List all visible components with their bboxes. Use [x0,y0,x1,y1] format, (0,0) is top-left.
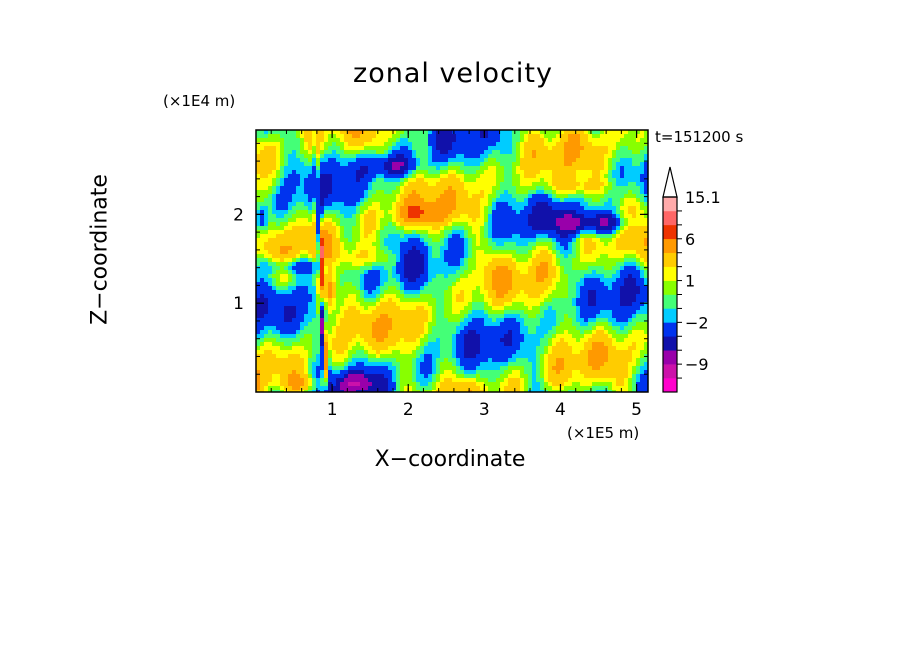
contour-field [256,130,648,392]
colorbar-tick-label: 6 [685,230,695,249]
chart-title: zonal velocity [353,58,553,89]
x-tick-label: 1 [327,400,338,420]
colorbar-segment [663,308,677,323]
colorbar-segment [663,294,677,309]
colorbar-segment [663,252,677,267]
colorbar-segment [663,210,677,226]
y-tick-label: 1 [233,294,244,314]
x-tick-label: 5 [631,400,642,420]
colorbar-segment [663,336,677,351]
y-tick-label: 2 [233,205,244,225]
colorbar-extend-arrow [662,166,678,198]
time-label: t=151200 s [655,128,744,146]
colorbar-segment [663,224,677,240]
colorbar: 15.1 6 1 −2 −9 [662,166,721,393]
colorbar-tick-label: −9 [685,355,709,374]
colorbar-segment [663,197,677,212]
colorbar-segment [663,280,677,295]
x-tick-label: 3 [479,400,490,420]
colorbar-tick-label: 15.1 [685,188,721,207]
colorbar-segment [663,350,677,365]
colorbar-tick-label: 1 [685,272,695,291]
colorbar-segment [663,322,677,337]
colorbar-tick-label: −2 [685,313,709,332]
x-tick-label: 4 [555,400,566,420]
x-tick-label: 2 [403,400,414,420]
colorbar-segment [663,266,677,281]
plot-frame [255,129,649,393]
x-unit-label: (×1E5 m) [567,424,640,442]
colorbar-segment [663,238,677,254]
colorbar-segment [663,378,677,393]
plot-area: 1 2 3 4 5 1 2 [233,129,649,420]
y-unit-label: (×1E4 m) [163,92,236,110]
colorbar-segment [663,364,677,379]
x-axis-label: X−coordinate [374,447,526,472]
